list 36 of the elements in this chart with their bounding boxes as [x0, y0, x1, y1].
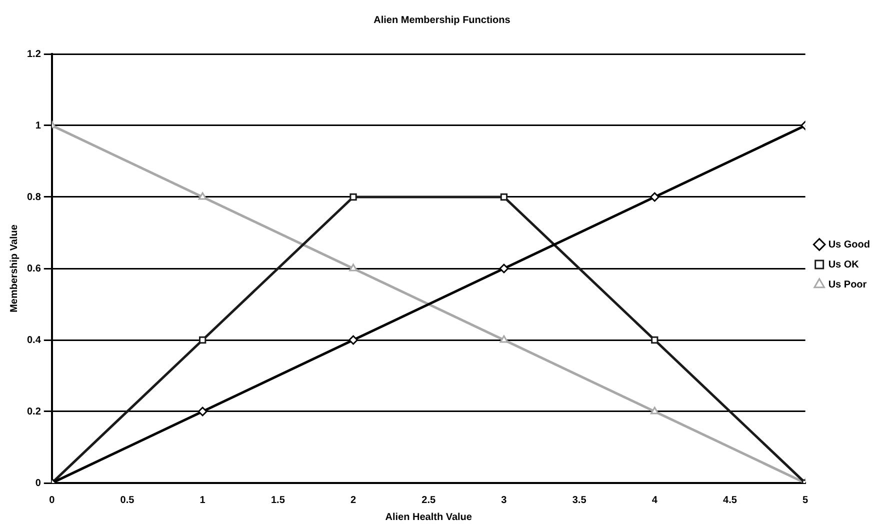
point: [650, 192, 660, 202]
legend-label: Us Good: [828, 239, 870, 250]
y-tick-label: 1.2: [26, 48, 42, 60]
x-tick-label: 0: [49, 494, 56, 506]
x-tick-label: 3.5: [572, 494, 587, 506]
point: [198, 406, 208, 416]
point: [198, 192, 207, 200]
x-tick-label: 2.5: [422, 494, 436, 506]
point: [500, 335, 508, 343]
x-tick-label: 3: [501, 494, 508, 506]
x-tick-label: 4.5: [723, 494, 738, 506]
y-tick-label: 0: [35, 478, 42, 489]
y-tick-label: 0.8: [26, 192, 42, 203]
point: [650, 406, 659, 414]
y-tick-label: 0.6: [26, 263, 42, 274]
y-axis-title: Membership Value: [8, 224, 20, 312]
point: [499, 264, 509, 274]
y-tick-label: 0.2: [26, 406, 42, 418]
x-tick-label: 1: [200, 494, 206, 506]
x-axis-title: Alien Health Value: [385, 512, 472, 523]
x-tick-label: 1.5: [270, 494, 286, 506]
x-tick-label: 2: [350, 494, 356, 506]
legend-label: Us OK: [828, 259, 860, 270]
point: [348, 335, 358, 345]
point: [500, 193, 508, 201]
chart-title: Alien Membership Functions: [374, 14, 511, 26]
x-tick-label: 4: [652, 494, 658, 506]
y-tick-label: 0.4: [26, 334, 42, 346]
point: [349, 264, 358, 272]
legend-label: Us Poor: [828, 279, 867, 290]
point: [350, 193, 357, 201]
y-tick-label: 1: [35, 120, 42, 132]
x-tick-label: 0.5: [120, 494, 135, 506]
point: [651, 336, 658, 344]
x-tick-label: 5: [802, 494, 809, 506]
point: [199, 336, 206, 344]
